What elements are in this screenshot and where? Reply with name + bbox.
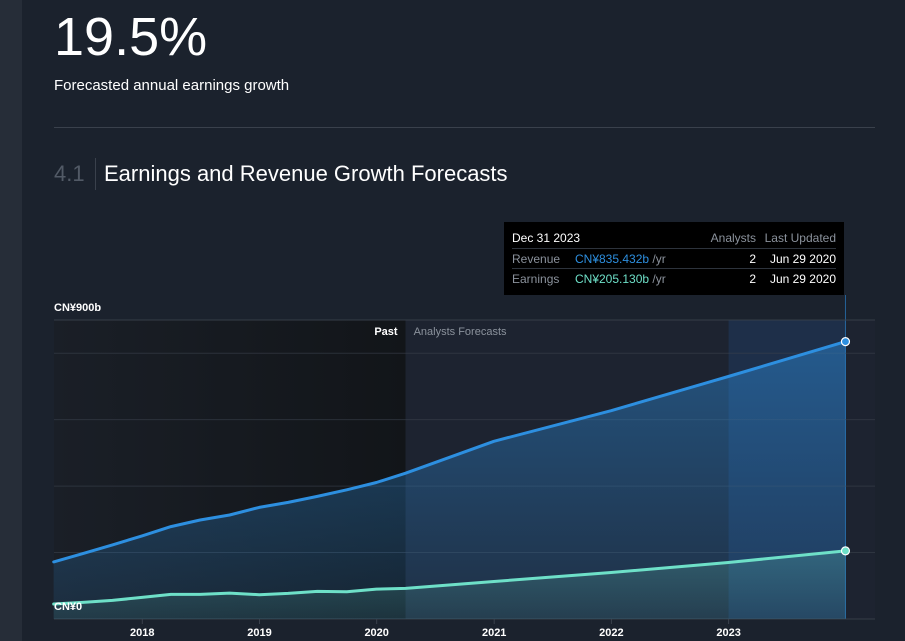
x-tick-label: 2020 bbox=[364, 627, 388, 639]
tooltip-row-analysts: 2 bbox=[749, 271, 756, 286]
y-tick-label: CN¥0 bbox=[54, 601, 82, 613]
tooltip-row-unit: /yr bbox=[652, 271, 666, 286]
tooltip-row-updated: Jun 29 2020 bbox=[769, 251, 836, 266]
forecast-label: Analysts Forecasts bbox=[414, 326, 507, 338]
earnings-hover-point bbox=[840, 546, 851, 556]
growth-caption: Forecasted annual earnings growth bbox=[54, 77, 290, 94]
tooltip-col-analysts: Analysts bbox=[710, 231, 756, 245]
past-label: Past bbox=[374, 326, 398, 338]
tooltip-row-value: CN¥835.432b bbox=[575, 251, 650, 266]
tooltip-row-analysts: 2 bbox=[749, 251, 756, 266]
tooltip-row-label: Earnings bbox=[512, 271, 560, 286]
tooltip-row-revenue: Revenue CN¥835.432b /yr 2 Jun 29 2020 bbox=[512, 249, 836, 269]
revenue-line bbox=[52, 340, 847, 564]
tooltip-header: Dec 31 2023 Analysts Last Updated bbox=[512, 222, 836, 249]
x-tick-label: 2019 bbox=[247, 627, 271, 639]
x-tick-label: 2021 bbox=[482, 627, 506, 639]
earnings-line bbox=[52, 549, 847, 606]
tooltip-row-earnings: Earnings CN¥205.130b /yr 2 Jun 29 2020 bbox=[512, 269, 836, 288]
revenue-hover-point bbox=[840, 336, 851, 347]
section-number: 4.1 bbox=[54, 161, 85, 186]
growth-value: 19.5% bbox=[54, 7, 208, 67]
left-sidebar-strip bbox=[0, 0, 22, 641]
tooltip-row-value: CN¥205.130b bbox=[575, 271, 650, 286]
tooltip-date: Dec 31 2023 bbox=[512, 231, 581, 245]
tooltip-row-unit: /yr bbox=[652, 251, 666, 266]
chart-tooltip: Dec 31 2023 Analysts Last Updated Revenu… bbox=[504, 222, 844, 295]
tooltip-row-updated: Jun 29 2020 bbox=[769, 271, 836, 286]
tooltip-row-label: Revenue bbox=[512, 251, 561, 266]
section-title: Earnings and Revenue Growth Forecasts bbox=[104, 161, 508, 186]
x-tick-label: 2022 bbox=[599, 627, 623, 639]
y-tick-label: CN¥900b bbox=[54, 302, 101, 314]
section-divider bbox=[54, 127, 875, 128]
x-tick-label: 2023 bbox=[716, 627, 740, 639]
x-tick-label: 2018 bbox=[130, 627, 154, 639]
tooltip-col-updated: Last Updated bbox=[764, 231, 836, 245]
section-separator bbox=[95, 158, 96, 190]
revenue-area bbox=[53, 341, 846, 619]
earnings-area bbox=[53, 550, 846, 619]
